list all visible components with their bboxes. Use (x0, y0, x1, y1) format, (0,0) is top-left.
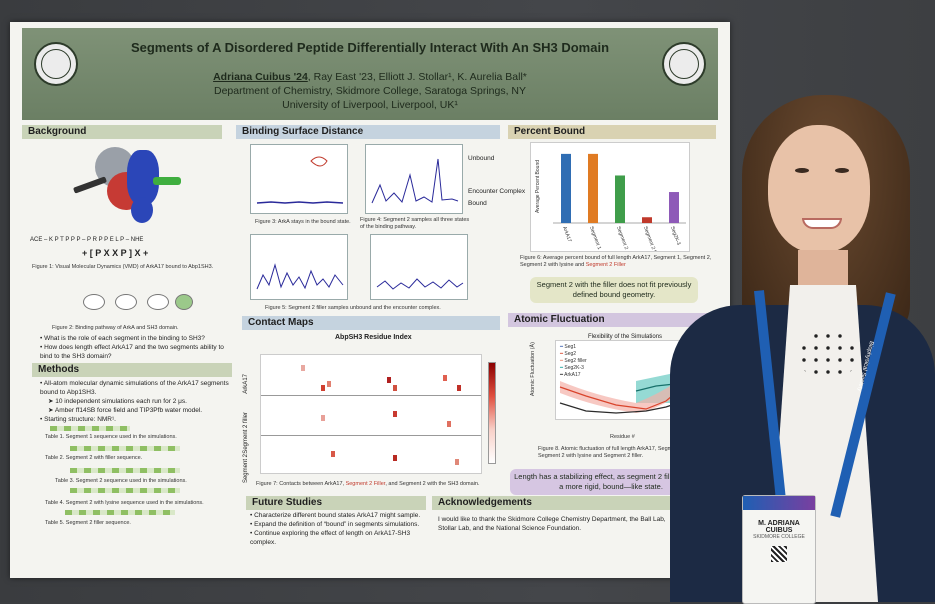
binding-plot-segment2 (365, 144, 463, 214)
bar-arka17 (561, 153, 571, 223)
face (768, 125, 870, 253)
badge-name-last: CUIBUS (765, 527, 793, 534)
method-2: ➤ 10 independent simulations each run fo… (48, 398, 187, 405)
label-encounter: Encounter Complex (468, 188, 526, 195)
acknowledgements-text: I would like to thank the Skidmore Colle… (438, 516, 666, 532)
bar-label: Segment 2 (615, 226, 629, 251)
bar-segment-2-filler (642, 217, 652, 223)
figure-6-caption: Figure 6: Average percent bound of full … (520, 255, 712, 268)
qr-code-icon (771, 546, 787, 562)
atomic-ylabel: Atomic Fluctuation (Å) (530, 342, 536, 397)
skidmore-seal-right-icon (662, 42, 706, 86)
future-studies-heading: Future Studies (246, 496, 426, 510)
research-poster: Segments of A Disordered Peptide Differe… (10, 22, 730, 578)
poster-title: Segments of A Disordered Peptide Differe… (130, 40, 610, 55)
atomic-xlabel: Residue # (610, 434, 635, 440)
binding-plot-filler-b (370, 234, 468, 300)
bar-segment-1 (588, 153, 598, 223)
figure-2-caption: Figure 2: Binding pathway of ArkA and SH… (52, 325, 179, 331)
binding-plot-arka17 (250, 144, 348, 214)
row-label-arka17: ArkA17 (243, 374, 249, 394)
row-label-segment2: Segment 2 (243, 454, 249, 484)
contact-colorbar (488, 362, 496, 464)
contact-maps-heading: Contact Maps (242, 316, 500, 330)
name-badge: M. ADRIANA CUIBUS SKIDMORE COLLEGE (742, 495, 816, 604)
contact-map-title: AbpSH3 Residue Index (335, 334, 412, 341)
presenter-photo: Biophysical Society M. ADRIANA CUIBUS SK… (670, 90, 935, 604)
contact-heatmap (260, 354, 482, 474)
method-1: • All-atom molecular dynamic simulations… (40, 380, 229, 396)
atomic-fluctuation-heading: Atomic Fluctuation (508, 313, 708, 327)
badge-org: SKIDMORE COLLEGE (753, 534, 805, 540)
vmd-molecule-image (65, 142, 185, 232)
background-heading: Background (22, 125, 222, 139)
future-2: • Expand the definition of “bound” in se… (250, 521, 420, 528)
blouse-embroidery (798, 330, 858, 380)
bar-label: Segment 1 (588, 226, 602, 251)
affiliation-1: Department of Chemistry, Skidmore Colleg… (213, 85, 527, 97)
question-2: • How does length effect ArkA17 and the … (40, 344, 224, 360)
co-authors: , Ray East '23, Elliott J. Stollar¹, K. … (307, 71, 527, 83)
future-1: • Characterize different bound states Ar… (250, 512, 421, 519)
figure-7-caption: Figure 7: Contacts between ArkA17, Segme… (256, 481, 480, 487)
method-3: ➤ Amber ff14SB force field and TIP3Pfb w… (48, 407, 203, 414)
acknowledgements-heading: Acknowledgements (432, 496, 672, 510)
bar-label: ArkA17 (561, 226, 572, 244)
atomic-chart-title: Flexibility of the Simulations (588, 334, 663, 340)
smile (802, 218, 842, 229)
binding-plot-filler-b-svg (376, 278, 464, 290)
bar-seg2k-3 (669, 192, 679, 223)
figure-8-caption: Figure 8. Atomic fluctuation of full len… (538, 446, 716, 459)
skidmore-seal-left-icon (34, 42, 78, 86)
binding-plot-filler-a (250, 234, 348, 300)
figure-4-caption: Figure 4: Segment 2 samples all three st… (360, 217, 470, 230)
atomic-legend: ━ Seg1 ━ Seg2 ━ Seg2 filler ━ Seg2K-3 ━ … (560, 344, 587, 378)
methods-heading: Methods (32, 363, 232, 377)
lead-author: Adriana Cuibus '24 (213, 71, 308, 83)
figure-1-caption: Figure 1: Visual Molecular Dynamics (VMD… (32, 264, 214, 270)
arka-sequence: ACE – K P T P P P – P R P P E L P – NHE (30, 237, 144, 243)
right-eye (835, 168, 849, 173)
percent-callout: Segment 2 with the filler does not fit p… (530, 277, 698, 303)
bar-label: Segment 2 filler (642, 226, 660, 251)
question-1: • What is the role of each segment in th… (40, 335, 205, 342)
badge-name-first: M. ADRIANA (758, 520, 800, 527)
method-4: • Starting structure: NMR¹. (40, 416, 116, 423)
binding-plot-filler-a-svg (256, 263, 344, 290)
percent-bound-heading: Percent Bound (508, 125, 716, 139)
binding-distance-heading: Binding Surface Distance (236, 125, 500, 139)
binding-plot-arka17-svg (256, 156, 344, 204)
binding-pathway-diagram (75, 284, 195, 324)
left-eye (795, 168, 809, 173)
percent-bound-chart: ArkA17 Segment 1 Segment 2 Segment 2 filler… (530, 142, 690, 261)
row-label-segment2-filler: Segment 2 filler (243, 412, 249, 454)
binding-plot-segment2-svg (371, 158, 459, 204)
poster-authors: Adriana Cuibus '24, Ray East '23, Elliot… (82, 70, 658, 112)
figure-5-caption: Figure 5: Segment 2 filler samples unbou… (265, 305, 441, 311)
label-bound: Bound (468, 200, 487, 207)
percent-ylabel: Average Percent Bound (535, 160, 541, 213)
percent-bound-svg: ArkA17 Segment 1 Segment 2 Segment 2 filler… (535, 153, 686, 261)
label-unbound: Unbound (468, 155, 495, 162)
bar-segment-2 (615, 175, 625, 223)
neck (798, 250, 848, 286)
future-3: • Continue exploring the effect of lengt… (250, 530, 411, 546)
binding-motif: + [ P X X P ] X + (82, 248, 149, 258)
affiliation-2: University of Liverpool, Liverpool, UK¹ (282, 99, 458, 111)
figure-3-caption: Figure 3: ArkA stays in the bound state. (255, 219, 351, 225)
poster-banner: Segments of A Disordered Peptide Differe… (22, 28, 718, 120)
